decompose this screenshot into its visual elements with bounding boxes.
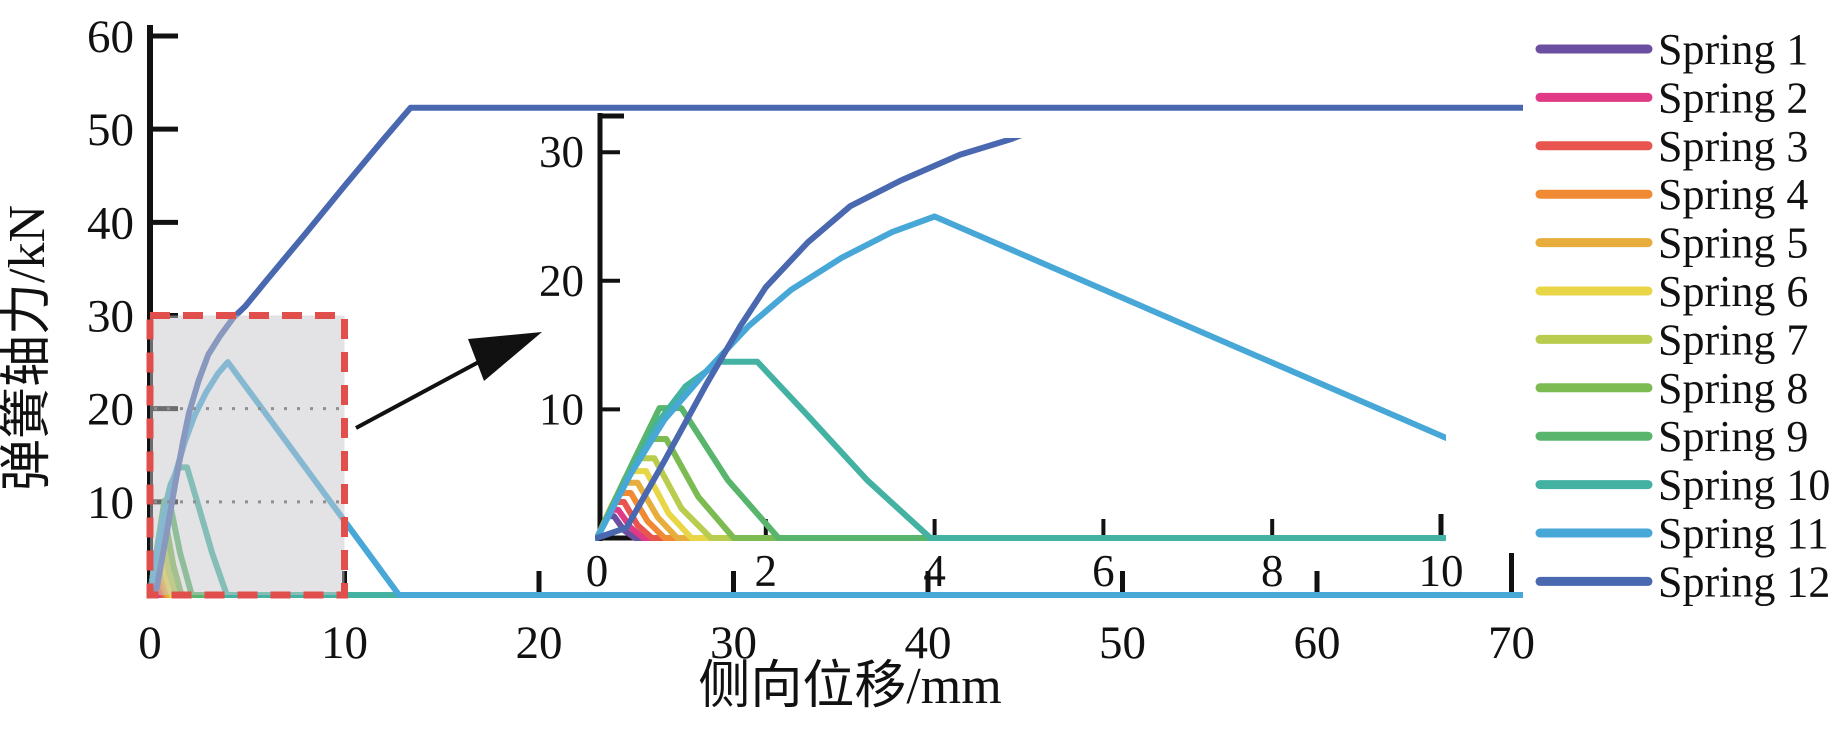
legend-label: Spring 3: [1658, 122, 1808, 171]
main-curves: [148, 104, 1523, 598]
main-curve-spring-5: [148, 551, 1523, 598]
legend-label: Spring 10: [1658, 461, 1830, 510]
main-y-tick-label-30: 30: [87, 290, 134, 342]
legend-item-spring-3: Spring 3: [1535, 122, 1808, 171]
inset-y-tick-label-20: 20: [539, 256, 584, 306]
inset-y-tick-label-30: 30: [539, 127, 584, 177]
legend-label: Spring 9: [1658, 412, 1808, 461]
legend-label: Spring 2: [1658, 73, 1808, 122]
zoom-source-box: [146, 311, 348, 599]
zoom-arrow-head: [468, 332, 542, 381]
legend-item-spring-4: Spring 4: [1535, 170, 1808, 219]
legend-label: Spring 5: [1658, 219, 1808, 268]
main-y-tick-label-20: 20: [87, 384, 134, 436]
main-curve-spring-4: [148, 559, 1523, 598]
inset-x-tick-label-8: 8: [1261, 546, 1284, 596]
y-axis-title: 弹簧轴力/kN: [0, 205, 56, 491]
main-x-tick-label-20: 20: [516, 617, 563, 669]
main-curve-spring-9: [148, 497, 1523, 598]
legend-label: Spring 8: [1658, 364, 1808, 413]
inset-curves: [595, 138, 1446, 541]
legend-item-spring-5: Spring 5: [1535, 219, 1808, 268]
main-curve-spring-3: [148, 565, 1523, 598]
inset-curve-spring-11: [595, 213, 1446, 541]
main-y-tick-label-60: 60: [87, 11, 134, 63]
main-y-tick-label-10: 10: [87, 477, 134, 529]
main-x-tick-label-30: 30: [710, 617, 757, 669]
inset-y-tick-label-10: 10: [539, 384, 584, 434]
zoom-arrow: [355, 332, 542, 430]
main-x-tick-label-60: 60: [1294, 617, 1341, 669]
inset-x-tick-label-0: 0: [586, 546, 609, 596]
legend-item-spring-2: Spring 2: [1535, 73, 1808, 122]
legend-item-spring-6: Spring 6: [1535, 267, 1808, 316]
zoom-box-border: [146, 311, 348, 599]
x-axis-title: 侧向位移/mm: [698, 658, 1001, 715]
inset-x-tick-label-6: 6: [1092, 546, 1115, 596]
inset-x-tick-label-2: 2: [755, 546, 778, 596]
main-x-tick-label-50: 50: [1099, 617, 1146, 669]
inset-x-tick-label-4: 4: [923, 546, 946, 596]
legend-label: Spring 11: [1658, 509, 1829, 558]
main-x-tick-label-0: 0: [138, 617, 162, 669]
main-curve-spring-7: [148, 534, 1523, 598]
zoom-arrow-line: [355, 355, 489, 430]
main-curve-spring-11: [148, 359, 1523, 598]
main-y-tick-label-50: 50: [87, 104, 134, 156]
legend-label: Spring 12: [1658, 557, 1830, 606]
legend-item-spring-12: Spring 12: [1535, 557, 1830, 606]
main-x-tick-label-10: 10: [321, 617, 368, 669]
main-x-tick-label-40: 40: [905, 617, 952, 669]
legend-item-spring-11: Spring 11: [1535, 509, 1829, 558]
legend-item-spring-9: Spring 9: [1535, 412, 1808, 461]
legend-item-spring-7: Spring 7: [1535, 315, 1808, 364]
main-y-tick-label-40: 40: [87, 197, 134, 249]
legend-item-spring-1: Spring 1: [1535, 25, 1808, 74]
main-curve-spring-12: [148, 104, 1523, 598]
legend-item-spring-8: Spring 8: [1535, 364, 1808, 413]
main-x-tick-label-70: 70: [1488, 617, 1535, 669]
main-curve-spring-2: [148, 571, 1523, 598]
inset-x-tick-label-10: 10: [1419, 546, 1464, 596]
legend-label: Spring 7: [1658, 315, 1808, 364]
zoom-box-fill: [150, 315, 345, 595]
legend-label: Spring 6: [1658, 267, 1808, 316]
legend-item-spring-10: Spring 10: [1535, 461, 1830, 510]
legend-label: Spring 4: [1658, 170, 1808, 219]
main-curve-spring-6: [148, 543, 1523, 598]
main-curve-spring-10: [148, 464, 1523, 598]
inset-curve-spring-12: [595, 138, 1023, 541]
legend-label: Spring 1: [1658, 25, 1808, 74]
